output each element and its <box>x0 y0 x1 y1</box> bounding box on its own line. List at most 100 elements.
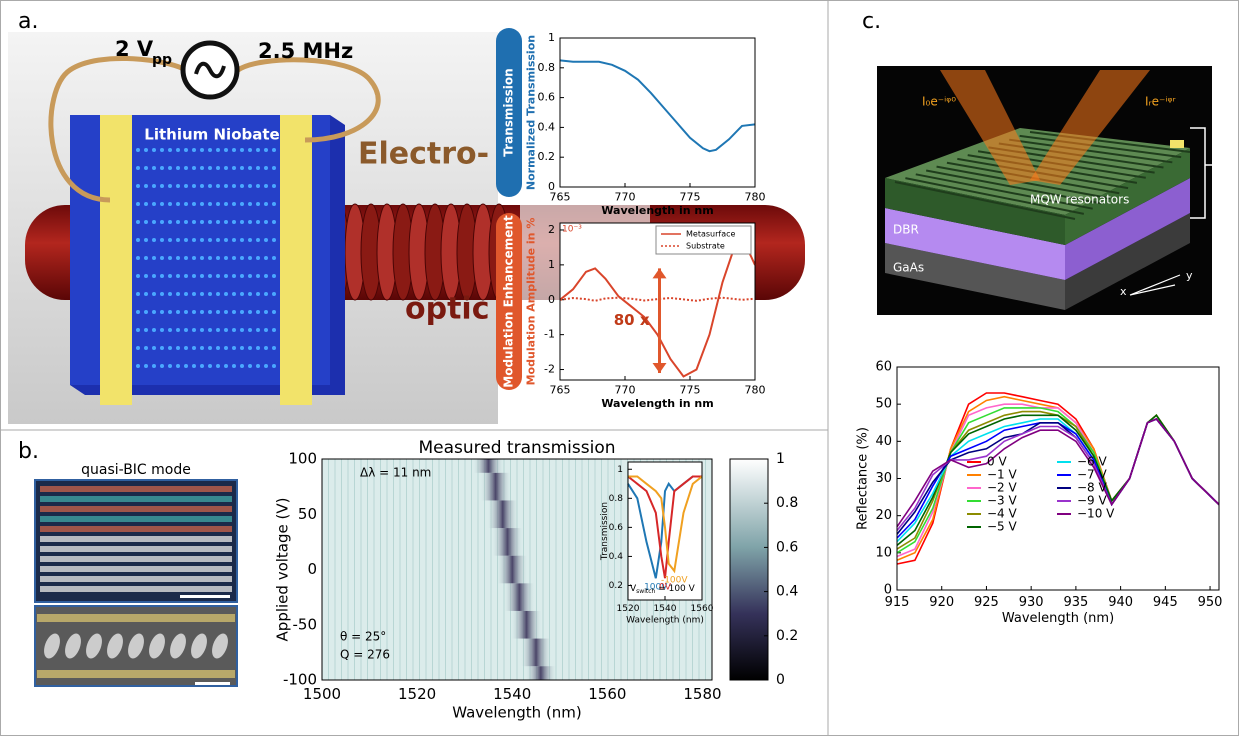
decoration <box>240 274 244 278</box>
decoration <box>256 202 260 206</box>
x-tick-label: 1540 <box>493 685 531 703</box>
decoration <box>168 274 172 278</box>
decoration <box>272 238 276 242</box>
decoration <box>144 148 148 152</box>
decoration <box>216 148 220 152</box>
decoration <box>224 310 228 314</box>
decoration <box>107 633 123 659</box>
decoration <box>208 202 212 206</box>
decoration <box>192 220 196 224</box>
decoration <box>160 148 164 152</box>
decoration <box>192 202 196 206</box>
decoration <box>224 148 228 152</box>
decoration <box>160 274 164 278</box>
legend-label: −9 V <box>1077 494 1108 508</box>
decoration <box>176 202 180 206</box>
y-tick-label: 0 <box>884 583 892 598</box>
decoration <box>168 346 172 350</box>
line-series <box>559 296 756 302</box>
decoration <box>1019 134 1182 159</box>
legend-label: −7 V <box>1077 468 1108 482</box>
decoration <box>256 220 260 224</box>
y-tick-label: 60 <box>875 360 892 375</box>
decoration <box>192 274 196 278</box>
decoration <box>168 184 172 188</box>
x-tick-label: 770 <box>615 383 636 396</box>
crystal-label: Lithium Niobate <box>144 126 279 144</box>
y-tick-label: 20 <box>875 508 892 523</box>
decoration <box>248 346 252 350</box>
decoration <box>216 274 220 278</box>
annotation-part: switch <box>636 588 655 595</box>
decoration <box>240 310 244 314</box>
decoration <box>248 166 252 170</box>
decoration <box>216 202 220 206</box>
modulator-illustration <box>8 32 805 424</box>
decoration <box>272 220 276 224</box>
decoration <box>240 220 244 224</box>
y-tick-label: -1 <box>544 328 555 341</box>
decoration <box>152 166 156 170</box>
decoration <box>256 148 260 152</box>
x-axis-label: Wavelength in nm <box>601 204 713 217</box>
legend-label: −3 V <box>987 494 1018 508</box>
y-tick-label: 0.6 <box>538 91 556 104</box>
decoration <box>248 148 252 152</box>
optic-label: optic <box>405 292 490 327</box>
decoration <box>240 328 244 332</box>
series-label: 100V <box>644 583 668 593</box>
decoration <box>224 292 228 296</box>
badge <box>496 213 522 390</box>
decoration <box>144 256 148 260</box>
annotation: Q = 276 <box>340 648 390 662</box>
y-axis-label: Transmission <box>600 502 610 561</box>
decoration <box>240 256 244 260</box>
decoration <box>40 516 232 522</box>
decoration <box>144 184 148 188</box>
decoration <box>256 184 260 188</box>
axis-exponent: 10⁻³ <box>562 225 582 235</box>
colorbar-tick-label: 0.6 <box>776 539 798 555</box>
decoration <box>184 364 188 368</box>
decoration <box>40 576 232 582</box>
plot-frame <box>321 458 713 681</box>
y-tick-label: 2 <box>548 223 555 236</box>
y-axis-label: Normalized Transmission <box>524 35 537 190</box>
x-tick-label: 950 <box>1198 595 1223 610</box>
decoration <box>152 202 156 206</box>
decoration <box>208 238 212 242</box>
decoration <box>176 346 180 350</box>
decoration <box>208 166 212 170</box>
decoration <box>224 364 228 368</box>
decoration <box>224 166 228 170</box>
decoration <box>192 328 196 332</box>
decoration <box>264 256 268 260</box>
decoration <box>240 292 244 296</box>
y-tick-label: 1 <box>548 258 555 271</box>
decoration <box>160 346 164 350</box>
x-tick-label: 1560 <box>588 685 626 703</box>
decoration <box>136 148 140 152</box>
decoration <box>136 364 140 368</box>
decoration <box>168 364 172 368</box>
decoration <box>272 184 276 188</box>
decoration <box>240 184 244 188</box>
decoration <box>176 274 180 278</box>
decoration <box>216 328 220 332</box>
decoration <box>264 274 268 278</box>
decoration <box>232 292 236 296</box>
decoration <box>264 238 268 242</box>
decoration <box>184 292 188 296</box>
annotation: 80 x <box>614 311 650 329</box>
decoration <box>256 364 260 368</box>
legend-label: −1 V <box>987 468 1018 482</box>
y-tick-label: 0 <box>548 293 555 306</box>
decoration <box>170 633 186 659</box>
annotation-part: V <box>630 584 637 594</box>
decoration <box>216 256 220 260</box>
line-series <box>627 475 702 579</box>
decoration <box>256 238 260 242</box>
decoration <box>168 238 172 242</box>
decoration <box>264 220 268 224</box>
